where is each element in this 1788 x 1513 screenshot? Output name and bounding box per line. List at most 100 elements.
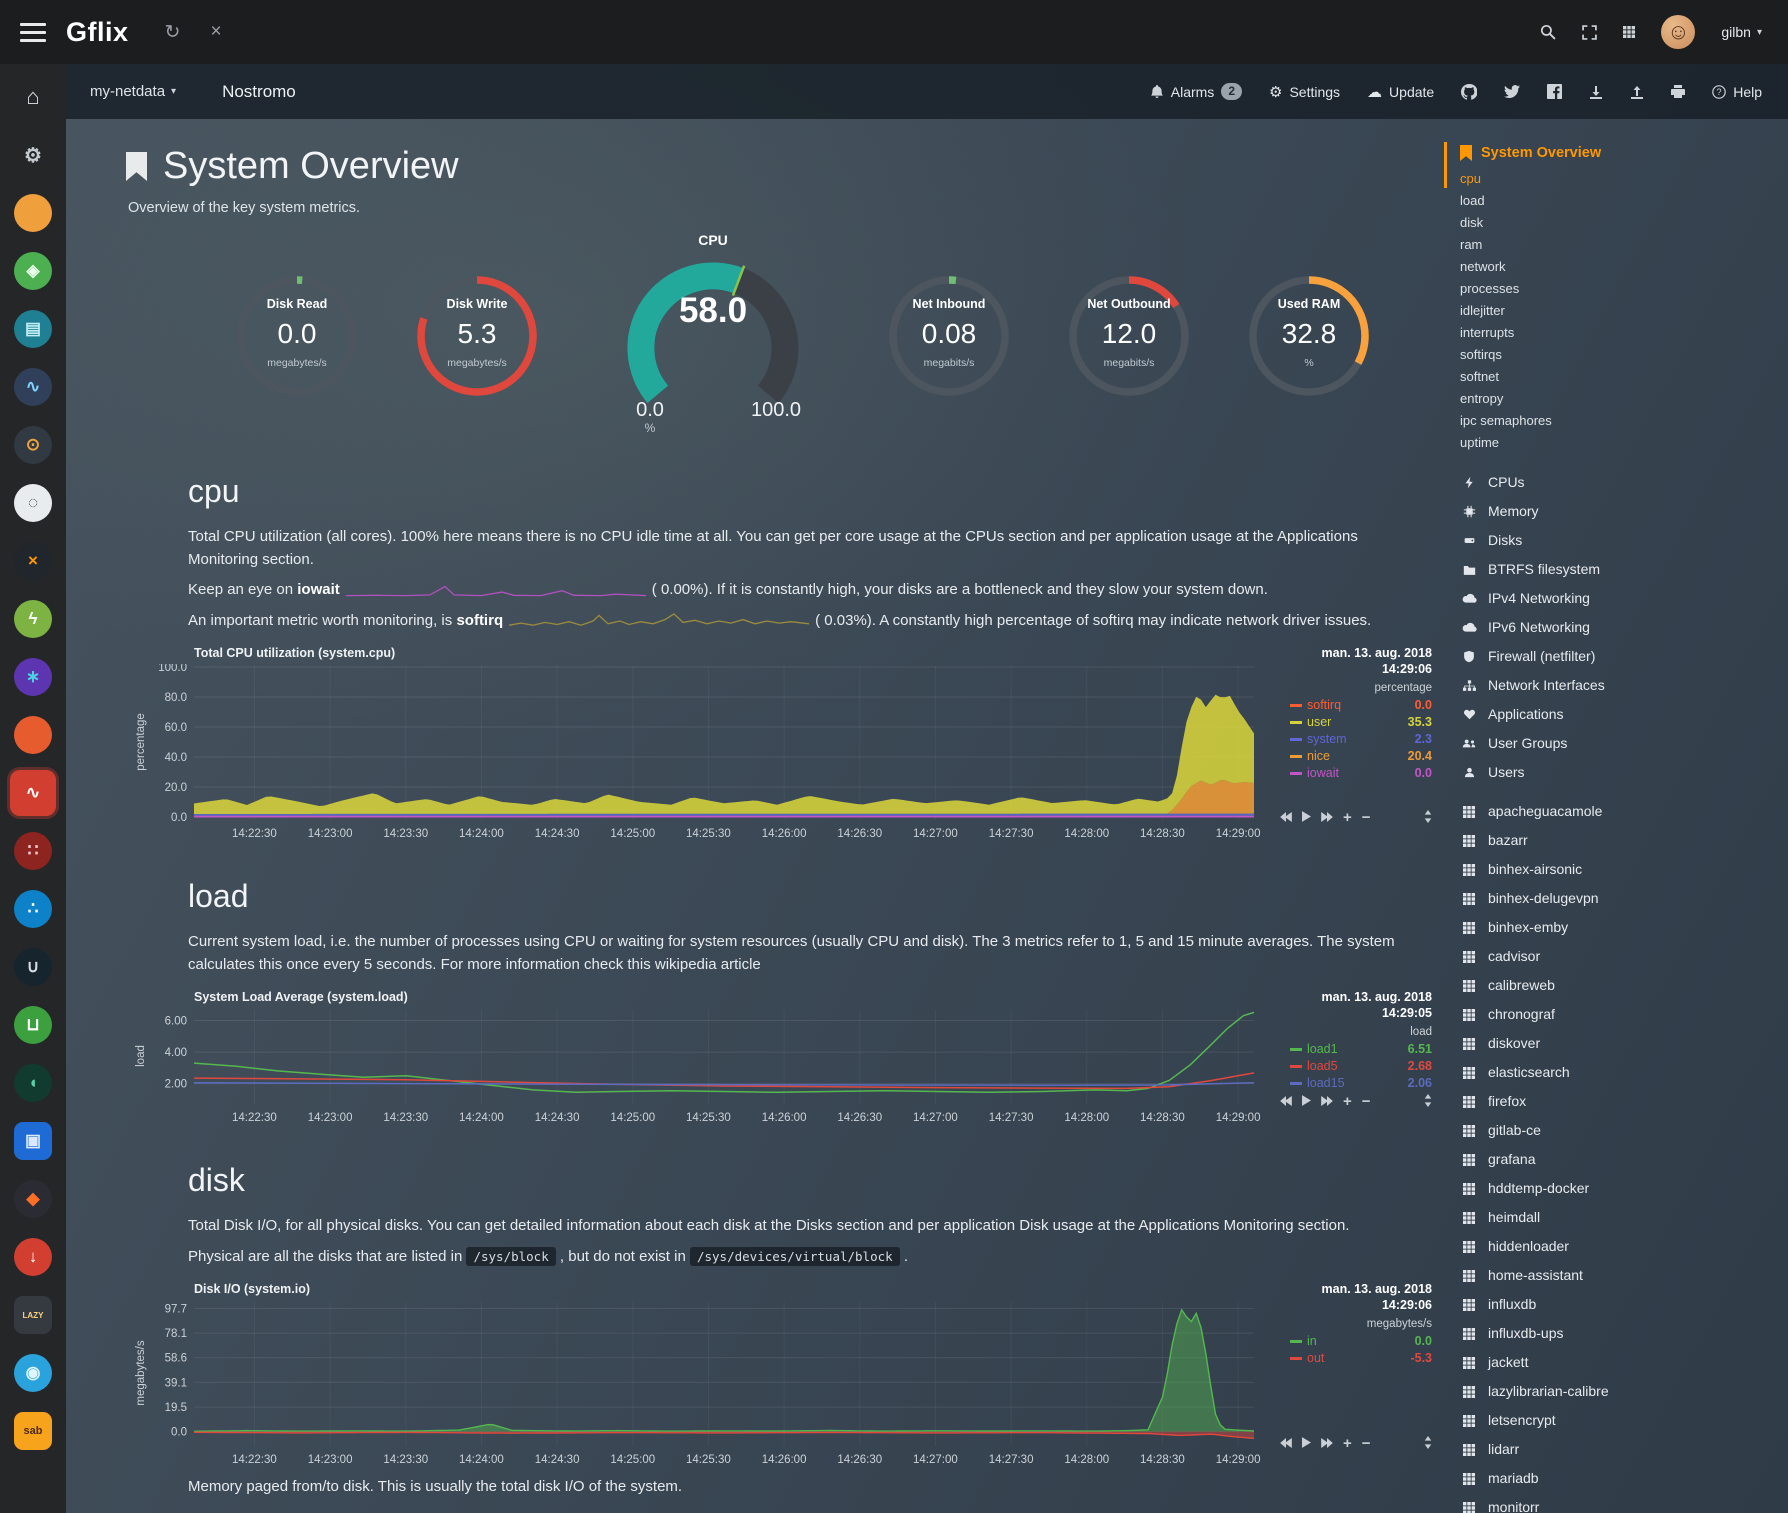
sidebar-item-settings[interactable]: ⚙ — [0, 126, 66, 184]
avatar[interactable]: ☺ — [1661, 15, 1696, 49]
zoom-in-button[interactable]: + — [1343, 809, 1352, 826]
nav-item-processes[interactable]: processes — [1460, 281, 1520, 296]
refresh-icon[interactable]: ↻ — [164, 21, 181, 43]
apps-grid-icon[interactable] — [1623, 26, 1636, 38]
legend-row-system[interactable]: system 2.3 — [1290, 731, 1432, 748]
play-button[interactable] — [1302, 810, 1311, 825]
github-icon[interactable] — [1461, 83, 1478, 100]
pan-backward-button[interactable] — [1280, 811, 1292, 825]
sidebar-item-nextcloud[interactable]: ∴ — [0, 880, 66, 938]
nav-section-memory[interactable]: Memory — [1460, 497, 1762, 526]
resize-handle[interactable] — [1424, 1093, 1432, 1110]
nav-app-heimdall[interactable]: heimdall — [1460, 1203, 1762, 1232]
settings-button[interactable]: ⚙ Settings — [1269, 83, 1341, 101]
nav-app-binhex-emby[interactable]: binhex-emby — [1460, 913, 1762, 942]
sidebar-item-netdata[interactable]: ∿ — [0, 764, 66, 822]
zoom-out-button[interactable]: − — [1361, 809, 1371, 826]
resize-handle[interactable] — [1424, 809, 1432, 826]
pan-backward-button[interactable] — [1280, 1095, 1292, 1109]
sidebar-item-app-dark-green[interactable]: ◖ — [0, 1054, 66, 1112]
nav-app-binhex-airsonic[interactable]: binhex-airsonic — [1460, 855, 1762, 884]
sidebar-item-unraid[interactable]: ⊔ — [0, 996, 66, 1054]
legend-row-load15[interactable]: load15 2.06 — [1290, 1075, 1432, 1092]
gauge-disk-write[interactable]: Disk Write 5.3 megabytes/s — [402, 261, 552, 411]
legend-row-nice[interactable]: nice 20.4 — [1290, 748, 1432, 765]
alarms-button[interactable]: Alarms 2 — [1150, 83, 1242, 100]
nav-app-binhex-delugevpn[interactable]: binhex-delugevpn — [1460, 884, 1762, 913]
nav-item-ram[interactable]: ram — [1460, 237, 1483, 252]
nav-section-btrfs-filesystem[interactable]: BTRFS filesystem — [1460, 555, 1762, 584]
gauge-disk-read[interactable]: Disk Read 0.0 megabytes/s — [222, 261, 372, 411]
sidebar-item-gitlab[interactable]: ◆ — [0, 1170, 66, 1228]
help-button[interactable]: ? Help — [1712, 84, 1762, 100]
nav-item-softirqs[interactable]: softirqs — [1460, 347, 1502, 362]
nav-item-cpu[interactable]: cpu — [1460, 171, 1481, 186]
sidebar-item-app-teal[interactable]: ▤ — [0, 300, 66, 358]
zoom-in-button[interactable]: + — [1343, 1093, 1352, 1110]
update-button[interactable]: ☁ Update — [1367, 83, 1435, 101]
play-button[interactable] — [1302, 1436, 1311, 1451]
nav-item-idlejitter[interactable]: idlejitter — [1460, 303, 1505, 318]
nav-app-elasticsearch[interactable]: elasticsearch — [1460, 1058, 1762, 1087]
sidebar-item-app-red-cluster[interactable]: ∷ — [0, 822, 66, 880]
chart-canvas[interactable]: 0.0 19.5 39.1 58.6 78.1 97.7 14:22:30 14:23:00 1… — [132, 1300, 1262, 1470]
nav-app-gitlab-ce[interactable]: gitlab-ce — [1460, 1116, 1762, 1145]
nav-app-chronograf[interactable]: chronograf — [1460, 1000, 1762, 1029]
nav-section-cpus[interactable]: CPUs — [1460, 468, 1762, 497]
nav-app-lidarr[interactable]: lidarr — [1460, 1435, 1762, 1464]
legend-row-in[interactable]: in 0.0 — [1290, 1333, 1432, 1350]
legend-row-softirq[interactable]: softirq 0.0 — [1290, 697, 1432, 714]
chart-canvas[interactable]: 0.0 20.0 40.0 60.0 80.0 100.0 14:22:30 14:23:00… — [132, 664, 1262, 844]
nav-item-entropy[interactable]: entropy — [1460, 391, 1504, 406]
search-icon[interactable] — [1540, 24, 1556, 40]
sidebar-item-app-orange[interactable] — [0, 184, 66, 242]
nav-item-uptime[interactable]: uptime — [1460, 435, 1500, 450]
nav-app-firefox[interactable]: firefox — [1460, 1087, 1762, 1116]
sidebar-item-app-dark[interactable]: × — [0, 532, 66, 590]
gauge-used-ram[interactable]: Used RAM 32.8% — [1234, 261, 1384, 411]
chart-canvas[interactable]: 2.00 4.00 6.00 14:22:30 14:23:00 14:23:30 14:2… — [132, 1008, 1262, 1128]
nav-app-apacheguacamole[interactable]: apacheguacamole — [1460, 797, 1762, 826]
nav-app-home-assistant[interactable]: home-assistant — [1460, 1261, 1762, 1290]
softirq-sparkline[interactable] — [508, 612, 810, 630]
sidebar-item-app-white[interactable]: ◌ — [0, 474, 66, 532]
nav-item-ipc-semaphores[interactable]: ipc semaphores — [1460, 413, 1552, 428]
zoom-out-button[interactable]: − — [1361, 1093, 1371, 1110]
nav-item-network[interactable]: network — [1460, 259, 1506, 274]
nav-app-lazylibrarian-calibre[interactable]: lazylibrarian-calibre — [1460, 1377, 1762, 1406]
nav-app-diskover[interactable]: diskover — [1460, 1029, 1762, 1058]
legend-row-iowait[interactable]: iowait 0.0 — [1290, 765, 1432, 782]
sidebar-item-home[interactable]: ⌂ — [0, 68, 66, 126]
sidebar-item-app-sparkle[interactable]: ∗ — [0, 648, 66, 706]
nav-app-cadvisor[interactable]: cadvisor — [1460, 942, 1762, 971]
download-icon[interactable] — [1589, 85, 1603, 99]
legend-row-user[interactable]: user 35.3 — [1290, 714, 1432, 731]
zoom-in-button[interactable]: + — [1343, 1435, 1352, 1452]
nav-item-disk[interactable]: disk — [1460, 215, 1484, 230]
pan-forward-button[interactable] — [1321, 1095, 1333, 1109]
nav-app-letsencrypt[interactable]: letsencrypt — [1460, 1406, 1762, 1435]
pan-backward-button[interactable] — [1280, 1437, 1292, 1451]
zoom-out-button[interactable]: − — [1361, 1435, 1371, 1452]
sidebar-item-app-green-diamond[interactable]: ◈ — [0, 242, 66, 300]
nav-section-ipv6-networking[interactable]: IPv6 Networking — [1460, 613, 1762, 642]
nav-app-monitorr[interactable]: monitorr — [1460, 1493, 1762, 1513]
nav-item-softnet[interactable]: softnet — [1460, 369, 1500, 384]
resize-handle[interactable] — [1424, 1435, 1432, 1452]
host-dropdown[interactable]: my-netdata ▾ — [90, 83, 176, 100]
nav-app-influxdb-ups[interactable]: influxdb-ups — [1460, 1319, 1762, 1348]
legend-row-out[interactable]: out -5.3 — [1290, 1350, 1432, 1367]
legend-row-load1[interactable]: load1 6.51 — [1290, 1041, 1432, 1058]
pan-forward-button[interactable] — [1321, 811, 1333, 825]
twitter-icon[interactable] — [1504, 85, 1521, 98]
nav-app-influxdb[interactable]: influxdb — [1460, 1290, 1762, 1319]
nav-section-disks[interactable]: Disks — [1460, 526, 1762, 555]
nav-app-bazarr[interactable]: bazarr — [1460, 826, 1762, 855]
sidebar-item-app-soundbars[interactable]: ∿ — [0, 358, 66, 416]
nav-section-ipv4-networking[interactable]: IPv4 Networking — [1460, 584, 1762, 613]
hamburger-menu-icon[interactable] — [0, 22, 66, 42]
nav-item-load[interactable]: load — [1460, 193, 1485, 208]
nav-app-hiddenloader[interactable]: hiddenloader — [1460, 1232, 1762, 1261]
nav-app-grafana[interactable]: grafana — [1460, 1145, 1762, 1174]
nav-section-user-groups[interactable]: User Groups — [1460, 729, 1762, 758]
